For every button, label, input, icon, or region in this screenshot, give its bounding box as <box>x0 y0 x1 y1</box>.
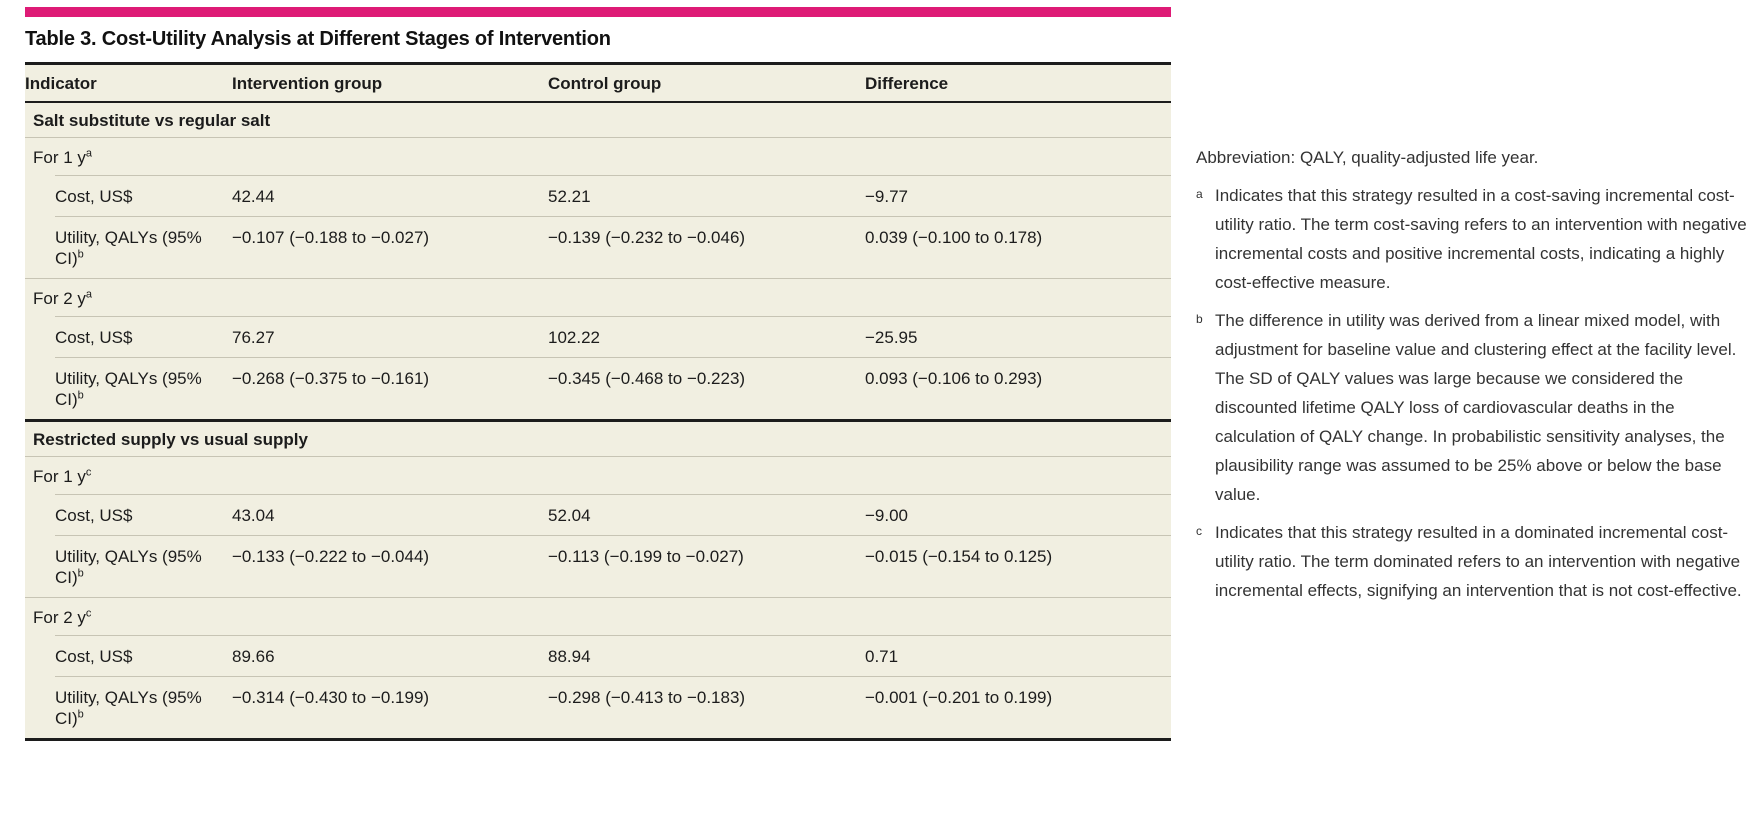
subsection-row: For 1 yc <box>25 456 1171 494</box>
column-header-intervention: Intervention group <box>232 74 383 93</box>
subsection-label: For 2 yc <box>25 598 1171 635</box>
cell-control: 88.94 <box>548 647 591 666</box>
superscript-marker: c <box>85 466 92 479</box>
cell-intervention: 43.04 <box>232 506 275 525</box>
cell-text: Utility, QALYs (95% CI) <box>55 228 202 268</box>
cell-intervention: −0.314 (−0.430 to −0.199) <box>232 688 430 707</box>
table-title: Table 3. Cost-Utility Analysis at Differ… <box>25 28 611 50</box>
cell-text: Cost, US$ <box>55 328 133 347</box>
cell-indicator: Utility, QALYs (95% CI)b <box>25 535 232 597</box>
table-row: Cost, US$ 43.04 52.04 −9.00 <box>25 494 1171 535</box>
cell-control: 52.21 <box>548 187 591 206</box>
subsection-label: For 1 ya <box>25 138 1171 175</box>
table-row: Cost, US$ 89.66 88.94 0.71 <box>25 635 1171 676</box>
subsection-row: For 2 yc <box>25 597 1171 635</box>
table-header-row: Indicator Intervention group Control group… <box>25 65 1171 103</box>
cell-text: Utility, QALYs (95% CI) <box>55 547 202 587</box>
superscript-marker: c <box>85 607 92 620</box>
footnote-marker: a <box>1196 187 1203 201</box>
cell-difference: −9.77 <box>865 187 909 206</box>
column-header-control: Control group <box>548 74 662 93</box>
cell-text: For 1 y <box>33 467 86 486</box>
cell-indicator: Cost, US$ <box>25 635 232 676</box>
subsection-row: For 1 ya <box>25 137 1171 175</box>
footnotes-panel: Abbreviation: QALY, quality-adjusted lif… <box>1196 0 1746 614</box>
section-header-label: Restricted supply vs usual supply <box>33 430 308 449</box>
footnote-item-b: b The difference in utility was derived f… <box>1196 306 1746 509</box>
cell-indicator: Utility, QALYs (95% CI)b <box>25 216 232 278</box>
footnote-item-a: a Indicates that this strategy resulted i… <box>1196 181 1746 297</box>
table-row: Utility, QALYs (95% CI)b −0.268 (−0.375 t… <box>25 357 1171 419</box>
cell-indicator: Utility, QALYs (95% CI)b <box>25 357 232 419</box>
cell-indicator: Cost, US$ <box>25 316 232 357</box>
cell-text: Cost, US$ <box>55 506 133 525</box>
superscript-marker: a <box>85 147 93 160</box>
cell-difference: 0.71 <box>865 647 899 666</box>
table-row: Utility, QALYs (95% CI)b −0.314 (−0.430 t… <box>25 676 1171 738</box>
superscript-marker: b <box>77 389 84 402</box>
cell-control: −0.113 (−0.199 to −0.027) <box>548 547 744 566</box>
cell-intervention: −0.133 (−0.222 to −0.044) <box>232 547 430 566</box>
cell-intervention: −0.268 (−0.375 to −0.161) <box>232 369 430 388</box>
superscript-marker: b <box>77 708 84 721</box>
subsection-label: For 2 ya <box>25 279 1171 316</box>
abbreviation-note: Abbreviation: QALY, quality-adjusted lif… <box>1196 148 1539 167</box>
table-row: Cost, US$ 76.27 102.22 −25.95 <box>25 316 1171 357</box>
column-header-difference: Difference <box>865 74 949 93</box>
cell-difference: −0.015 (−0.154 to 0.125) <box>865 547 1053 566</box>
cell-difference: −25.95 <box>865 328 918 347</box>
accent-bar <box>25 7 1171 17</box>
superscript-marker: a <box>85 288 93 301</box>
cell-text: For 2 y <box>33 289 86 308</box>
footnote-list: a Indicates that this strategy resulted i… <box>1196 181 1746 605</box>
subsection-row: For 2 ya <box>25 278 1171 316</box>
cell-control: −0.298 (−0.413 to −0.183) <box>548 688 746 707</box>
cell-indicator: Cost, US$ <box>25 175 232 216</box>
cell-intervention: 76.27 <box>232 328 275 347</box>
cell-control: −0.345 (−0.468 to −0.223) <box>548 369 746 388</box>
cell-text: Cost, US$ <box>55 187 133 206</box>
subsection-label: For 1 yc <box>25 457 1171 494</box>
table-row: Cost, US$ 42.44 52.21 −9.77 <box>25 175 1171 216</box>
footnote-text: Indicates that this strategy resulted in… <box>1215 523 1742 600</box>
cell-intervention: 89.66 <box>232 647 275 666</box>
section-header-label: Salt substitute vs regular salt <box>33 111 271 130</box>
cell-intervention: 42.44 <box>232 187 275 206</box>
footnote-text: Indicates that this strategy resulted in… <box>1215 186 1746 292</box>
footnote-text: The difference in utility was derived fr… <box>1215 311 1737 504</box>
cell-difference: 0.039 (−0.100 to 0.178) <box>865 228 1043 247</box>
cell-intervention: −0.107 (−0.188 to −0.027) <box>232 228 430 247</box>
superscript-marker: b <box>77 248 84 261</box>
cell-control: 102.22 <box>548 328 600 347</box>
cell-text: Utility, QALYs (95% CI) <box>55 688 202 728</box>
section-header-row: Salt substitute vs regular salt <box>25 103 1171 137</box>
table-row: Utility, QALYs (95% CI)b −0.133 (−0.222 t… <box>25 535 1171 597</box>
cell-difference: 0.093 (−0.106 to 0.293) <box>865 369 1043 388</box>
section-header-row: Restricted supply vs usual supply <box>25 419 1171 456</box>
cell-difference: −0.001 (−0.201 to 0.199) <box>865 688 1053 707</box>
cell-text: For 1 y <box>33 148 86 167</box>
table-panel: Table 3. Cost-Utility Analysis at Differ… <box>25 0 1171 741</box>
cell-control: 52.04 <box>548 506 591 525</box>
cell-control: −0.139 (−0.232 to −0.046) <box>548 228 746 247</box>
cell-difference: −9.00 <box>865 506 909 525</box>
cell-text: Utility, QALYs (95% CI) <box>55 369 202 409</box>
footnote-marker: c <box>1196 524 1202 538</box>
superscript-marker: b <box>77 567 84 580</box>
cell-indicator: Utility, QALYs (95% CI)b <box>25 676 232 738</box>
cell-indicator: Cost, US$ <box>25 494 232 535</box>
column-header-indicator: Indicator <box>25 74 97 93</box>
cell-text: For 2 y <box>33 608 86 627</box>
cost-utility-table: Indicator Intervention group Control group… <box>25 62 1171 741</box>
cell-text: Cost, US$ <box>55 647 133 666</box>
table-row: Utility, QALYs (95% CI)b −0.107 (−0.188 t… <box>25 216 1171 278</box>
footnote-marker: b <box>1196 312 1203 326</box>
footnote-item-c: c Indicates that this strategy resulted i… <box>1196 518 1746 605</box>
